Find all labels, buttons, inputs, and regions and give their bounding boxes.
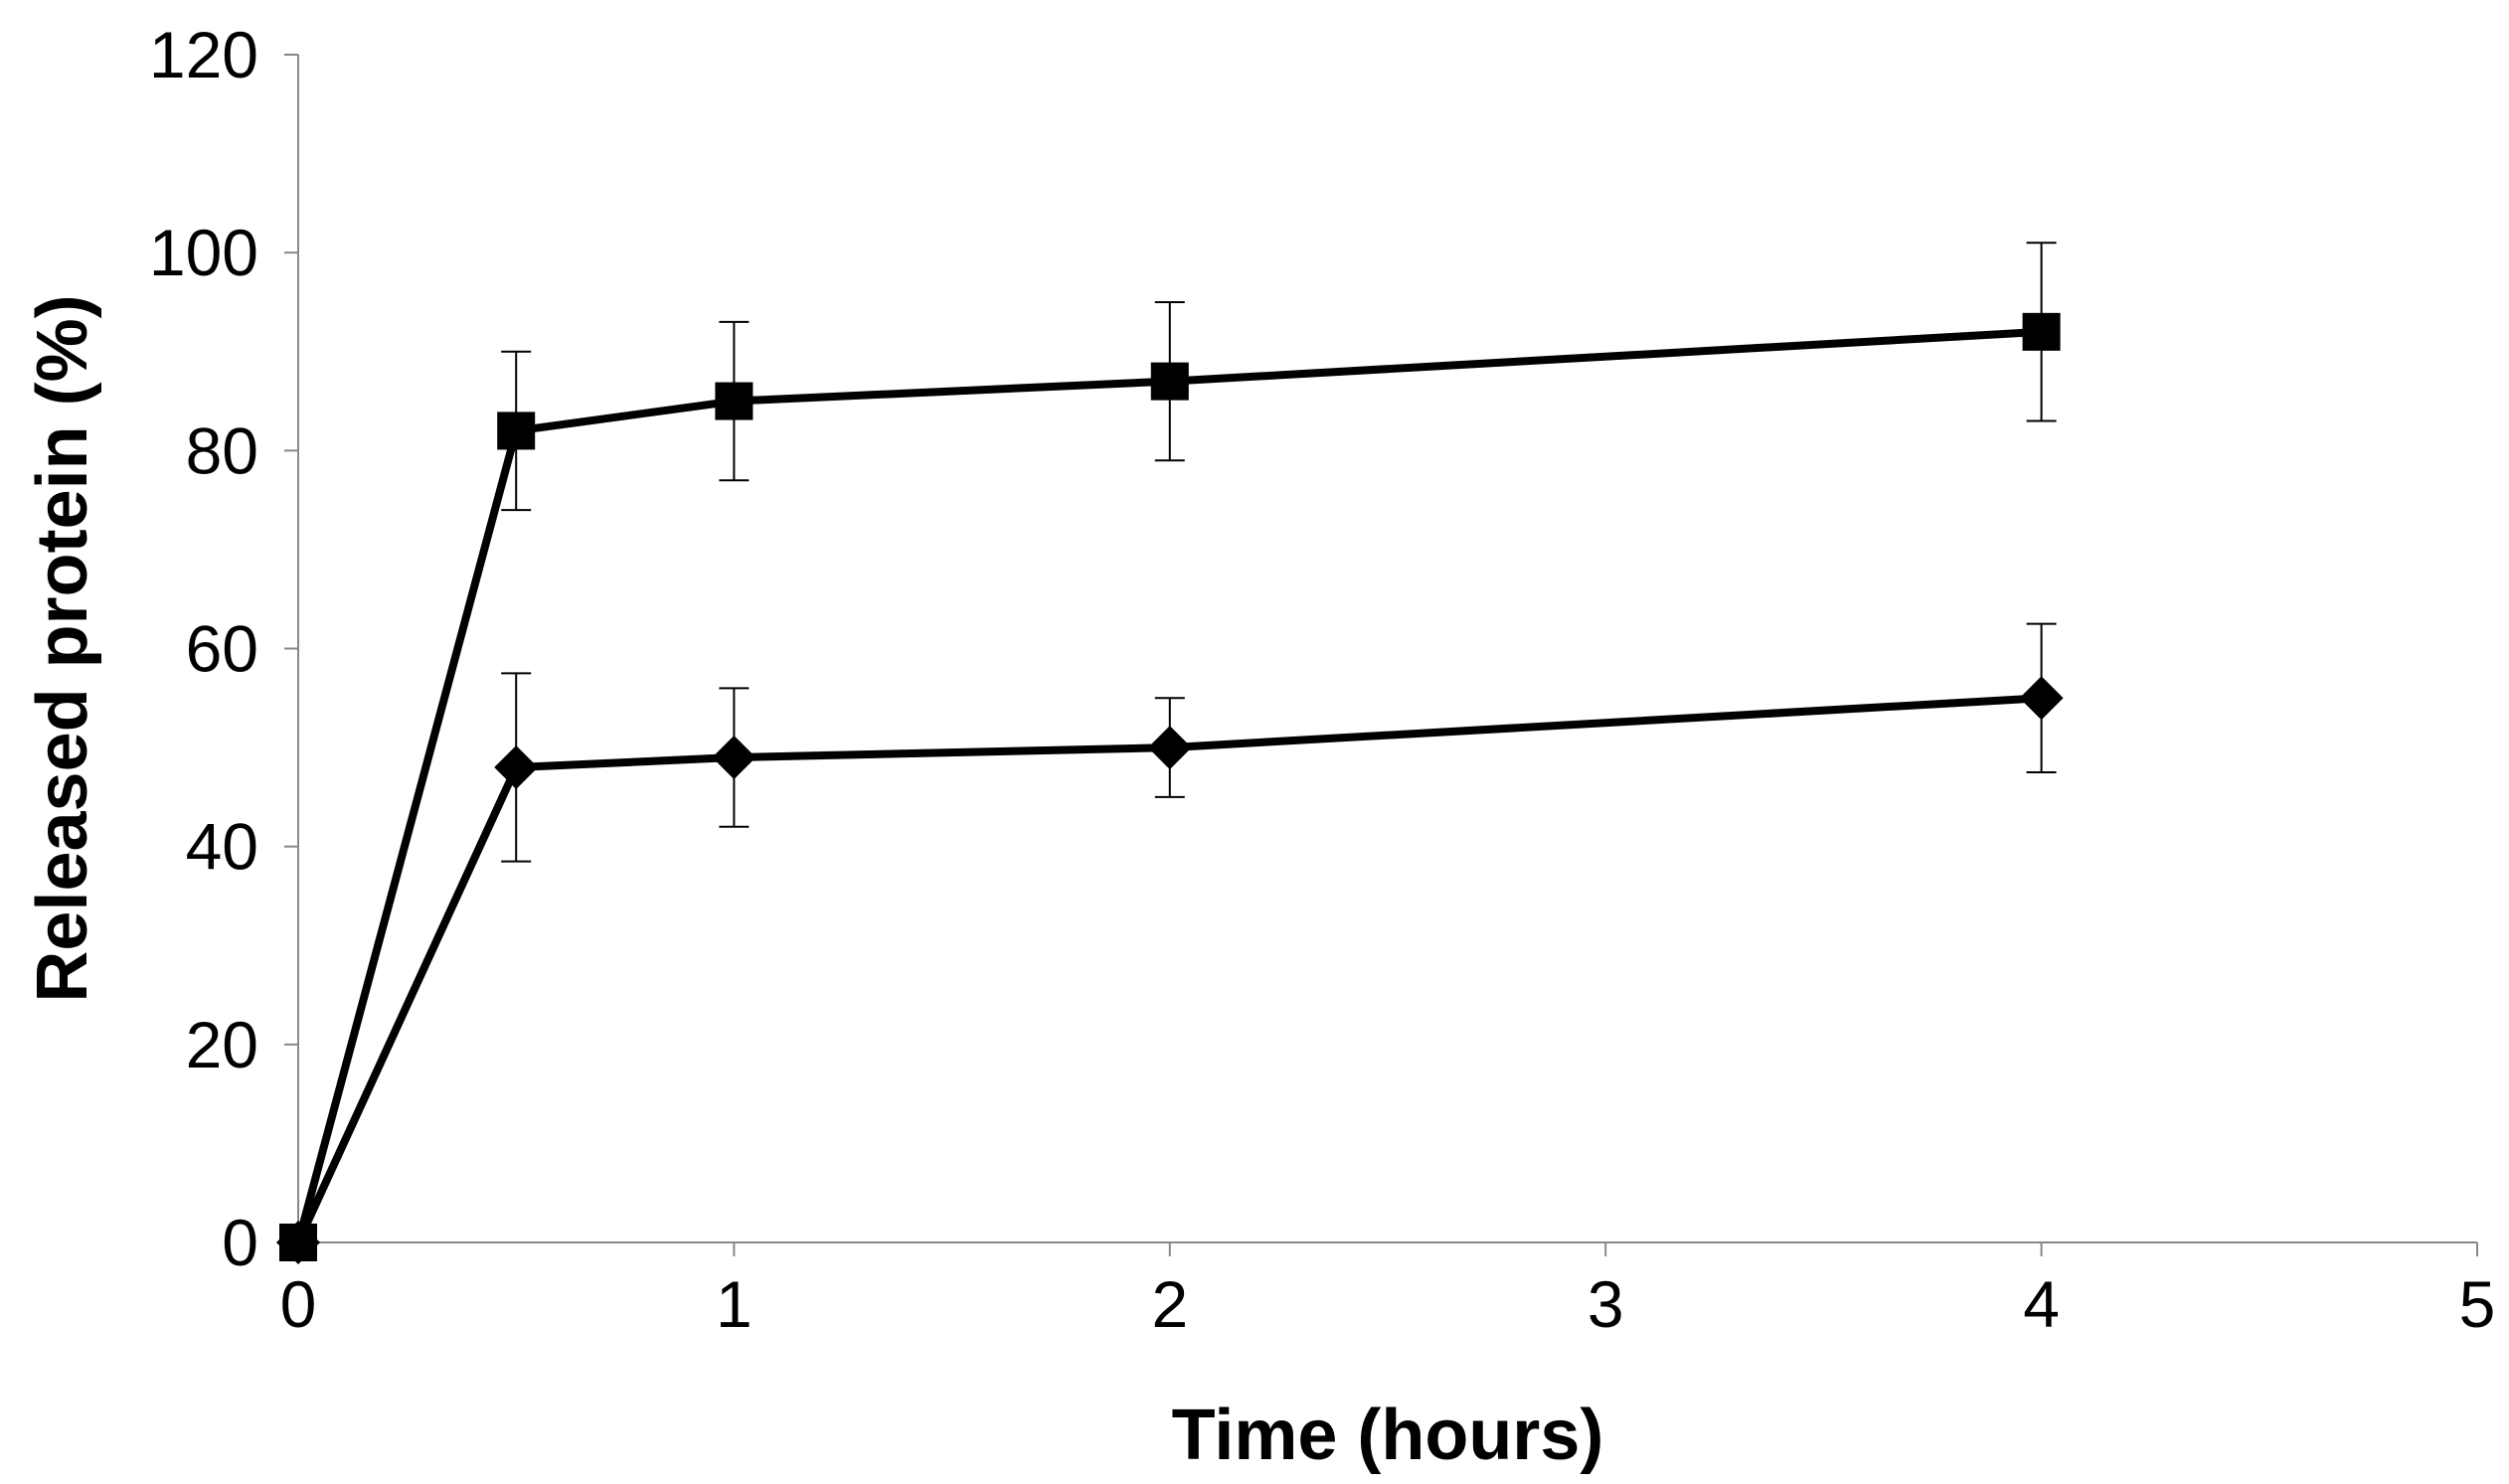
x-axis-title: Time (hours) bbox=[1172, 1396, 1604, 1475]
square-marker bbox=[497, 412, 536, 450]
square-marker bbox=[2022, 312, 2061, 351]
square-marker bbox=[715, 382, 753, 420]
axes: 0 20 40 60 80 100 120 0 1 2 3 4 5 bbox=[149, 18, 2495, 1341]
diamond-marker bbox=[2019, 676, 2064, 721]
x-tick-label: 5 bbox=[2459, 1267, 2496, 1341]
data-markers bbox=[276, 312, 2064, 1264]
diamond-marker bbox=[276, 1221, 320, 1264]
y-tick-label: 80 bbox=[186, 413, 258, 487]
x-tick-label: 2 bbox=[1151, 1267, 1188, 1341]
y-tick-label: 100 bbox=[149, 216, 258, 289]
y-tick-label: 60 bbox=[186, 612, 258, 686]
x-tick-label: 0 bbox=[280, 1267, 317, 1341]
x-tick-label: 1 bbox=[716, 1267, 753, 1341]
square-marker bbox=[1150, 362, 1189, 401]
diamond-marker bbox=[712, 736, 756, 780]
y-tick-label: 120 bbox=[149, 18, 258, 91]
x-tick-label: 3 bbox=[1588, 1267, 1624, 1341]
y-tick-label: 0 bbox=[222, 1206, 258, 1279]
y-tick-label: 20 bbox=[186, 1008, 258, 1081]
y-tick-label: 40 bbox=[186, 810, 258, 884]
diamond-marker bbox=[494, 745, 539, 789]
diamond-marker bbox=[1147, 726, 1192, 770]
y-axis-title: Released protein (%) bbox=[23, 294, 102, 1002]
x-tick-label: 4 bbox=[2023, 1267, 2060, 1341]
